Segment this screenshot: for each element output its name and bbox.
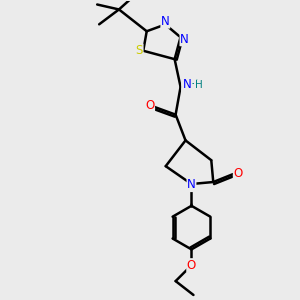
Text: NH: NH [182, 78, 199, 92]
Text: O: O [187, 259, 196, 272]
Text: S: S [136, 44, 143, 57]
Text: N: N [187, 178, 196, 191]
Text: N: N [183, 78, 192, 92]
Text: O: O [145, 99, 154, 112]
Text: N: N [161, 15, 170, 28]
Text: O: O [233, 167, 243, 180]
Text: H: H [194, 80, 202, 90]
Text: N: N [180, 33, 189, 46]
